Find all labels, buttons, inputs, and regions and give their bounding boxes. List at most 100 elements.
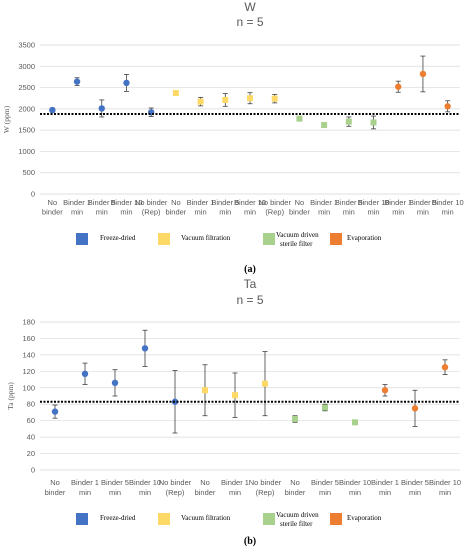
x-tick-label: Binder 10 min: [429, 478, 461, 497]
y-tick-label: 60: [27, 416, 35, 425]
y-tick-label: 3500: [18, 41, 35, 50]
x-tick-label: Binder 1 min: [187, 198, 215, 217]
x-tick-label: Binder 5 min: [401, 478, 429, 497]
y-axis-label: Ta (ppm): [6, 382, 15, 410]
y-tick-label: 140: [22, 350, 35, 359]
x-tick-label: No binder (Rep): [135, 198, 168, 217]
x-tick-label: Binder 1 min: [384, 198, 412, 217]
data-point: [232, 392, 238, 399]
y-axis-label: W (ppm): [2, 105, 11, 133]
data-point: [49, 106, 56, 114]
data-point: [321, 122, 328, 129]
data-point: [247, 95, 253, 102]
data-point: [197, 98, 204, 105]
legend-swatch: [158, 233, 170, 245]
y-tick-label: 180: [22, 318, 35, 327]
y-tick-label: 2000: [18, 104, 35, 113]
chart-subtitle: n = 5: [236, 15, 263, 29]
x-tick-label: Binder 10 min: [339, 478, 371, 497]
legend-swatch: [158, 513, 170, 525]
chart-w: Wn = 5 0 500 1000 1500 2000 2500 3000 3500 W (ppm…: [2, 0, 464, 275]
legend-swatch: [330, 233, 342, 245]
x-tick-label: No binder: [195, 478, 216, 497]
data-point: [441, 364, 449, 371]
x-tick-label: Binder 10 min: [234, 198, 266, 217]
y-tick-label: 160: [22, 334, 35, 343]
x-tick-label: Binder 5 min: [311, 478, 339, 497]
x-tick-label: No binder: [285, 478, 306, 497]
legend-label: Vacuum filtration: [181, 234, 231, 242]
data-point: [172, 90, 179, 97]
x-tick-label: Binder 1 min: [71, 478, 99, 497]
x-tick-label: Binder 5 min: [409, 198, 437, 217]
legend-swatch: [76, 513, 88, 525]
y-tick-label: 80: [27, 400, 35, 409]
x-tick-label: Binder 1 min: [310, 198, 338, 217]
x-tick-label: Binder 5 min: [335, 198, 363, 217]
data-point: [345, 118, 352, 125]
x-tick-label: No binder (Rep): [159, 478, 192, 497]
x-tick-label: Binder 10 min: [357, 198, 389, 217]
data-point: [111, 379, 119, 387]
x-tick-label: Binder 1 min: [221, 478, 249, 497]
legend-swatch: [263, 233, 275, 245]
data-point: [444, 103, 451, 110]
x-tick-label: Binder 1 min: [371, 478, 399, 497]
x-tick-label: No binder: [289, 198, 310, 217]
data-point: [222, 96, 229, 103]
x-tick-label: No binder: [42, 198, 63, 217]
y-tick-label: 120: [22, 367, 35, 376]
y-tick-label: 3000: [18, 62, 35, 71]
legend-label: Freeze-dried: [100, 514, 136, 522]
legend-label: Freeze-dried: [100, 234, 136, 242]
chart-ta: Ta n = 5 0 20 40 60 80 100 120 140 160 180 Ta (ppm) N…: [6, 277, 461, 547]
legend-label: Evaporation: [347, 234, 382, 242]
data-point: [370, 119, 377, 126]
y-tick-label: 2500: [18, 83, 35, 92]
data-point: [395, 83, 402, 90]
chart-title: W: [244, 0, 256, 14]
x-tick-label: No binder: [165, 198, 186, 217]
legend-swatch: [76, 233, 88, 245]
legend-label: Evaporation: [347, 514, 382, 522]
y-tick-label: 1500: [18, 126, 35, 135]
x-tick-label: Binder 5 min: [88, 198, 116, 217]
legend-label: Vacuum driven sterile filter: [276, 231, 319, 248]
data-point: [51, 408, 59, 415]
panel-label: (a): [244, 264, 256, 275]
y-tick-label: 100: [22, 383, 35, 392]
x-tick-label: No binder (Rep): [258, 198, 291, 217]
x-tick-label: Binder 10 min: [110, 198, 142, 217]
y-tick-label: 40: [27, 433, 35, 442]
data-point: [322, 404, 328, 411]
panel-label: (b): [244, 536, 256, 547]
x-tick-label: Binder 1 min: [63, 198, 91, 217]
data-point: [202, 387, 208, 394]
chart-title: Ta: [244, 277, 257, 291]
legend-label: Vacuum driven sterile filter: [276, 511, 319, 528]
legend-swatch: [330, 513, 342, 525]
data-point: [292, 416, 298, 423]
y-tick-label: 500: [22, 168, 35, 177]
x-tick-label: Binder 10 min: [432, 198, 464, 217]
data-point: [262, 380, 268, 387]
y-tick-label: 20: [27, 449, 35, 458]
data-point: [73, 78, 81, 85]
x-tick-label: Binder 5 min: [101, 478, 129, 497]
x-tick-label: No binder (Rep): [249, 478, 282, 497]
data-point: [141, 345, 149, 352]
data-point: [381, 387, 389, 394]
x-tick-label: Binder 5 min: [211, 198, 239, 217]
x-tick-label: Binder 10 min: [129, 478, 161, 497]
data-point: [296, 115, 303, 122]
data-point: [411, 405, 419, 412]
data-point: [271, 95, 278, 102]
y-tick-label: 0: [31, 466, 35, 475]
data-point: [352, 419, 358, 426]
legend-swatch: [263, 513, 275, 525]
legend-label: Vacuum filtration: [181, 514, 231, 522]
chart-subtitle: n = 5: [236, 293, 263, 307]
y-tick-label: 1000: [18, 147, 35, 156]
data-point: [419, 70, 427, 78]
